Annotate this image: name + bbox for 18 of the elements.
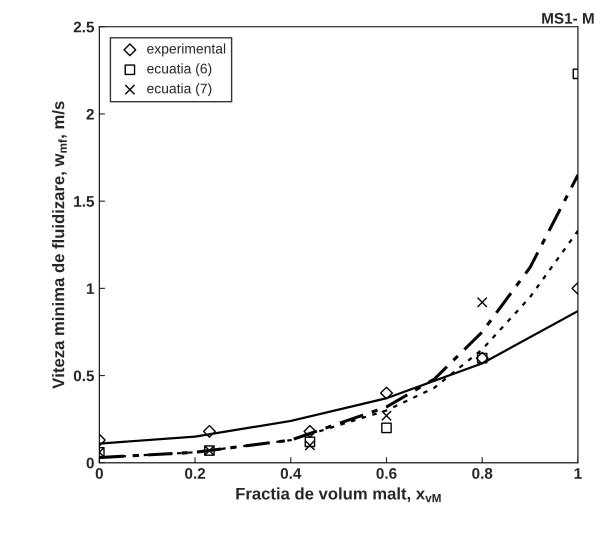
y-tick-label: 2.5 (74, 22, 94, 32)
x-tick-label: 0.8 (472, 468, 492, 479)
y-tick-label: 0.5 (74, 370, 94, 382)
x-tick-label: 0.4 (280, 468, 302, 479)
y-axis-title: Viteza minima de fluidizare, w$_{mf}$, m/s (52, 101, 67, 389)
x-axis-title: Fractia de volum malt, x$_{vM}$ (236, 487, 441, 502)
y-tick-label: 2 (86, 108, 94, 120)
y-tick-label: 1.5 (74, 196, 94, 207)
text: MS1- M (542, 12, 594, 24)
y-tick-label: 1 (86, 283, 94, 294)
x-tick-label: 1 (574, 468, 582, 479)
legend-label: ecuatia (6) (147, 63, 212, 76)
legend-label: experimental (147, 43, 226, 56)
legend-label: ecuatia (7) (147, 83, 212, 96)
x-tick-label: 0.2 (185, 468, 206, 479)
x-tick-label: 0.6 (376, 468, 397, 479)
y-tick-label: 0 (86, 458, 94, 468)
x-tick-label: 0 (96, 468, 103, 479)
